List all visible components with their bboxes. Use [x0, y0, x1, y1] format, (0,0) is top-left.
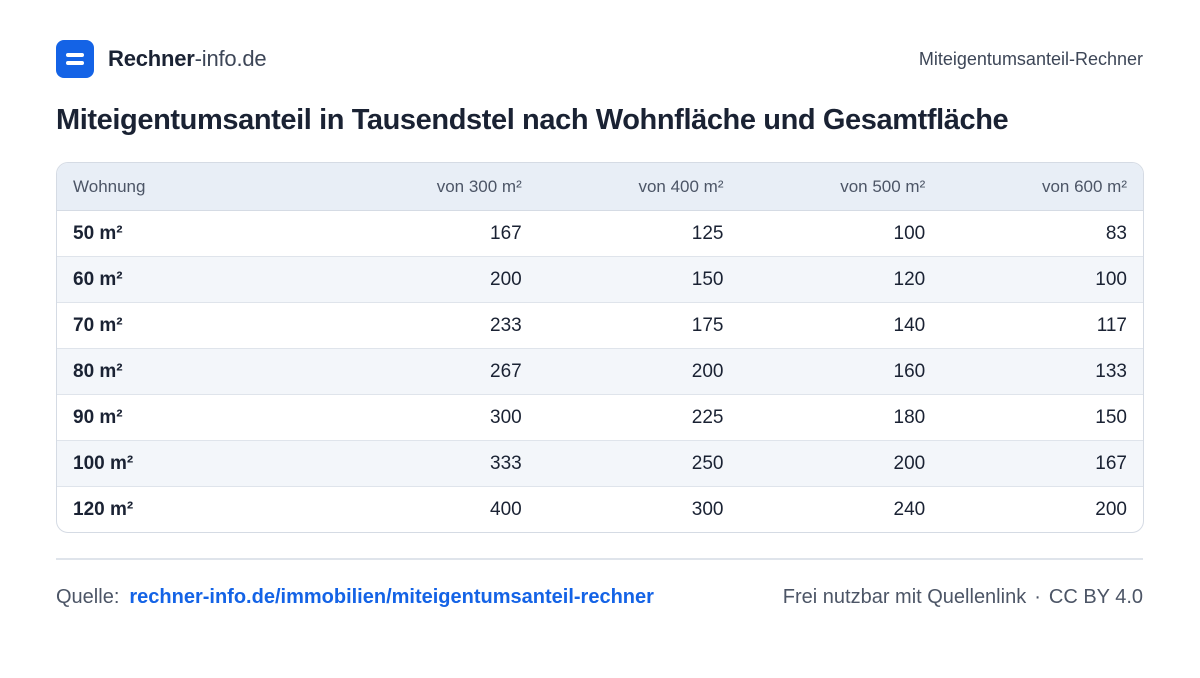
table-cell: 267	[336, 348, 538, 395]
table-cell: 300	[336, 394, 538, 441]
table-row: 60 m² 200 150 120 100	[57, 256, 1143, 303]
table-cell: 140	[739, 302, 942, 349]
table-cell: 150	[537, 256, 740, 303]
header: Rechner -info.de Miteigentumsanteil-Rechn…	[56, 40, 1143, 78]
table-row: 100 m² 333 250 200 167	[57, 440, 1143, 487]
footer: Quelle: rechner-info.de/immobilien/miteig…	[56, 582, 1143, 612]
brand[interactable]: Rechner -info.de	[56, 40, 267, 78]
column-header-400: von 400 m²	[537, 163, 740, 211]
table-cell: 133	[941, 348, 1143, 395]
brand-name: Rechner	[108, 46, 195, 71]
table-cell: 250	[537, 440, 740, 487]
data-table-container: Wohnung von 300 m² von 400 m² von 500 m²…	[56, 162, 1144, 533]
menu-lines-icon	[56, 40, 94, 78]
table-row: 50 m² 167 125 100 83	[57, 210, 1143, 257]
column-header-600: von 600 m²	[941, 163, 1143, 211]
column-header-300: von 300 m²	[336, 163, 538, 211]
row-label: 60 m²	[57, 256, 336, 303]
table-cell: 167	[336, 210, 538, 257]
page-name: Miteigentumsanteil-Rechner	[918, 48, 1143, 69]
row-label: 100 m²	[57, 440, 336, 487]
row-label: 90 m²	[57, 394, 336, 441]
table-cell: 240	[893, 498, 926, 520]
table-cell: 233	[336, 302, 538, 349]
table-cell: 175	[537, 302, 740, 349]
table-cell: 225	[537, 394, 740, 441]
separator-dot: ·	[1034, 585, 1041, 608]
table-header-row: Wohnung von 300 m² von 400 m² von 500 m²…	[57, 163, 1143, 211]
license-name: CC BY 4.0	[1048, 585, 1143, 608]
row-label: 70 m²	[57, 302, 336, 349]
table-row: 90 m² 300 225 180 150	[57, 394, 1143, 441]
source-label: Quelle:	[56, 585, 120, 608]
table-cell: 83	[941, 210, 1143, 257]
table-cell: 120	[739, 256, 942, 303]
row-label: 80 m²	[57, 348, 336, 395]
license-line: Frei nutzbar mit Quellenlink · CC BY 4.0	[783, 586, 1143, 609]
table-cell: 333	[336, 440, 538, 487]
table-cell: 117	[941, 302, 1143, 349]
table-cell: 125	[537, 210, 740, 257]
row-label: 50 m²	[57, 210, 336, 257]
column-header-500: von 500 m²	[739, 163, 942, 211]
table-cell: 167	[941, 440, 1143, 487]
table-cell: 100	[941, 256, 1143, 303]
row-label: 120 m²	[73, 498, 134, 520]
page-title: Miteigentumsanteil in Tausendstel nach W…	[56, 104, 1009, 136]
table-cell: 150	[941, 394, 1143, 441]
table-cell: 160	[739, 348, 942, 395]
brand-domain: -info.de	[194, 46, 267, 71]
license-text: Frei nutzbar mit Quellenlink	[782, 585, 1027, 608]
table-cell: 400	[490, 498, 522, 520]
source-link[interactable]: rechner-info.de/immobilien/miteigentumsa…	[129, 585, 654, 608]
table-row: 70 m² 233 175 140 117	[57, 302, 1143, 349]
footer-divider	[56, 558, 1143, 560]
source-line: Quelle: rechner-info.de/immobilien/miteig…	[56, 586, 654, 609]
column-header-wohnung: Wohnung	[57, 163, 336, 211]
table-row: 80 m² 267 200 160 133	[57, 348, 1143, 395]
table-cell: 200	[739, 440, 942, 487]
table-cell: 200	[537, 348, 740, 395]
table-cell: 200	[336, 256, 538, 303]
table-cell: 200	[1095, 498, 1127, 520]
table-cell: 180	[739, 394, 942, 441]
table-cell: 100	[739, 210, 942, 257]
share-table: Wohnung von 300 m² von 400 m² von 500 m²…	[57, 163, 1143, 532]
table-cell: 300	[691, 498, 724, 520]
table-row: 120 m² 400 300 240 200	[57, 487, 1143, 533]
